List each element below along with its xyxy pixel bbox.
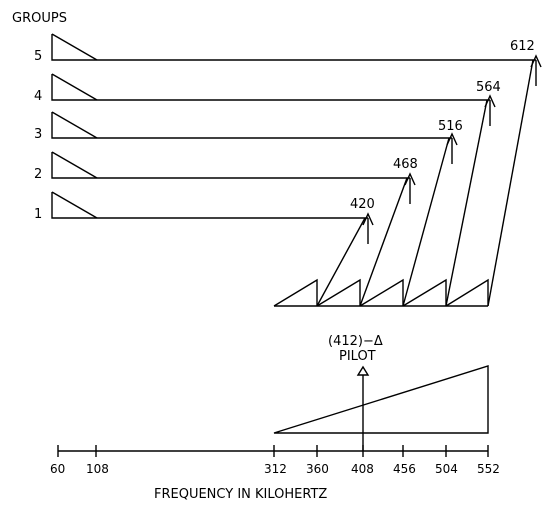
group-3-number: 3: [34, 127, 42, 142]
pilot-label-top: (412)−Δ: [328, 334, 383, 349]
tick-label-360: 360: [306, 462, 329, 476]
group-5: 5 612: [34, 33, 542, 86]
supergroup-band-1: [273, 278, 318, 307]
group-1-connector: [316, 217, 366, 307]
group-5-connector: [487, 59, 534, 307]
group-4-band-slope: [51, 73, 98, 101]
group-1-line: [51, 192, 368, 219]
group-1: 1 420: [34, 191, 375, 244]
group-4-connector: [445, 99, 488, 307]
tick-label-504: 504: [435, 462, 458, 476]
tick-label-108: 108: [86, 462, 109, 476]
group-4-line: [51, 74, 490, 101]
pilot-marker: [356, 365, 370, 376]
group-2-band-slope: [51, 151, 98, 179]
group-3-band-slope: [51, 111, 98, 139]
group-4: 4 564: [34, 73, 501, 126]
group-4-number: 4: [34, 89, 42, 104]
group-1-band-slope: [51, 191, 98, 219]
group-2-line: [51, 152, 410, 179]
tick-label-60: 60: [50, 462, 65, 476]
pilot-label-bottom: PILOT: [339, 349, 376, 364]
group-2-carrier-label: 468: [393, 157, 418, 172]
supergroup-band-5: [445, 278, 489, 307]
tick-label-312: 312: [264, 462, 287, 476]
tick-label-456: 456: [393, 462, 416, 476]
group-5-number: 5: [34, 49, 42, 64]
supergroup-band-4: [402, 278, 447, 307]
frequency-axis: 60 108 312 360 408 456 504 552 FREQUENCY…: [50, 445, 500, 502]
supergroup-band-3: [359, 278, 404, 307]
group-5-carrier-label: 612: [510, 39, 535, 54]
group-5-band-slope: [51, 33, 98, 61]
group-5-line: [51, 34, 536, 61]
tick-label-408: 408: [351, 462, 374, 476]
group-4-carrier-label: 564: [476, 80, 501, 95]
group-1-carrier-arrowhead: [362, 212, 374, 226]
combined-spectrum-wedge: [273, 365, 489, 434]
axis-title: FREQUENCY IN KILOHERTZ: [154, 487, 327, 502]
group-1-number: 1: [34, 207, 42, 222]
supergroup-bands: [273, 278, 489, 307]
groups-title: GROUPS: [12, 11, 67, 26]
group-2-carrier-arrowhead: [404, 172, 416, 186]
group-2: 2 468: [34, 151, 418, 204]
group-3-connector: [402, 137, 450, 307]
group-2-connector: [359, 177, 408, 307]
modulation-lines: [316, 59, 534, 307]
group-3: 3 516: [34, 111, 463, 164]
supergroup-band-2: [316, 278, 361, 307]
pilot: (412)−Δ PILOT: [328, 334, 383, 451]
group-1-carrier-label: 420: [350, 197, 375, 212]
group-3-carrier-label: 516: [438, 119, 463, 134]
group-2-number: 2: [34, 167, 42, 182]
group-3-line: [51, 112, 452, 139]
tick-label-552: 552: [477, 462, 500, 476]
